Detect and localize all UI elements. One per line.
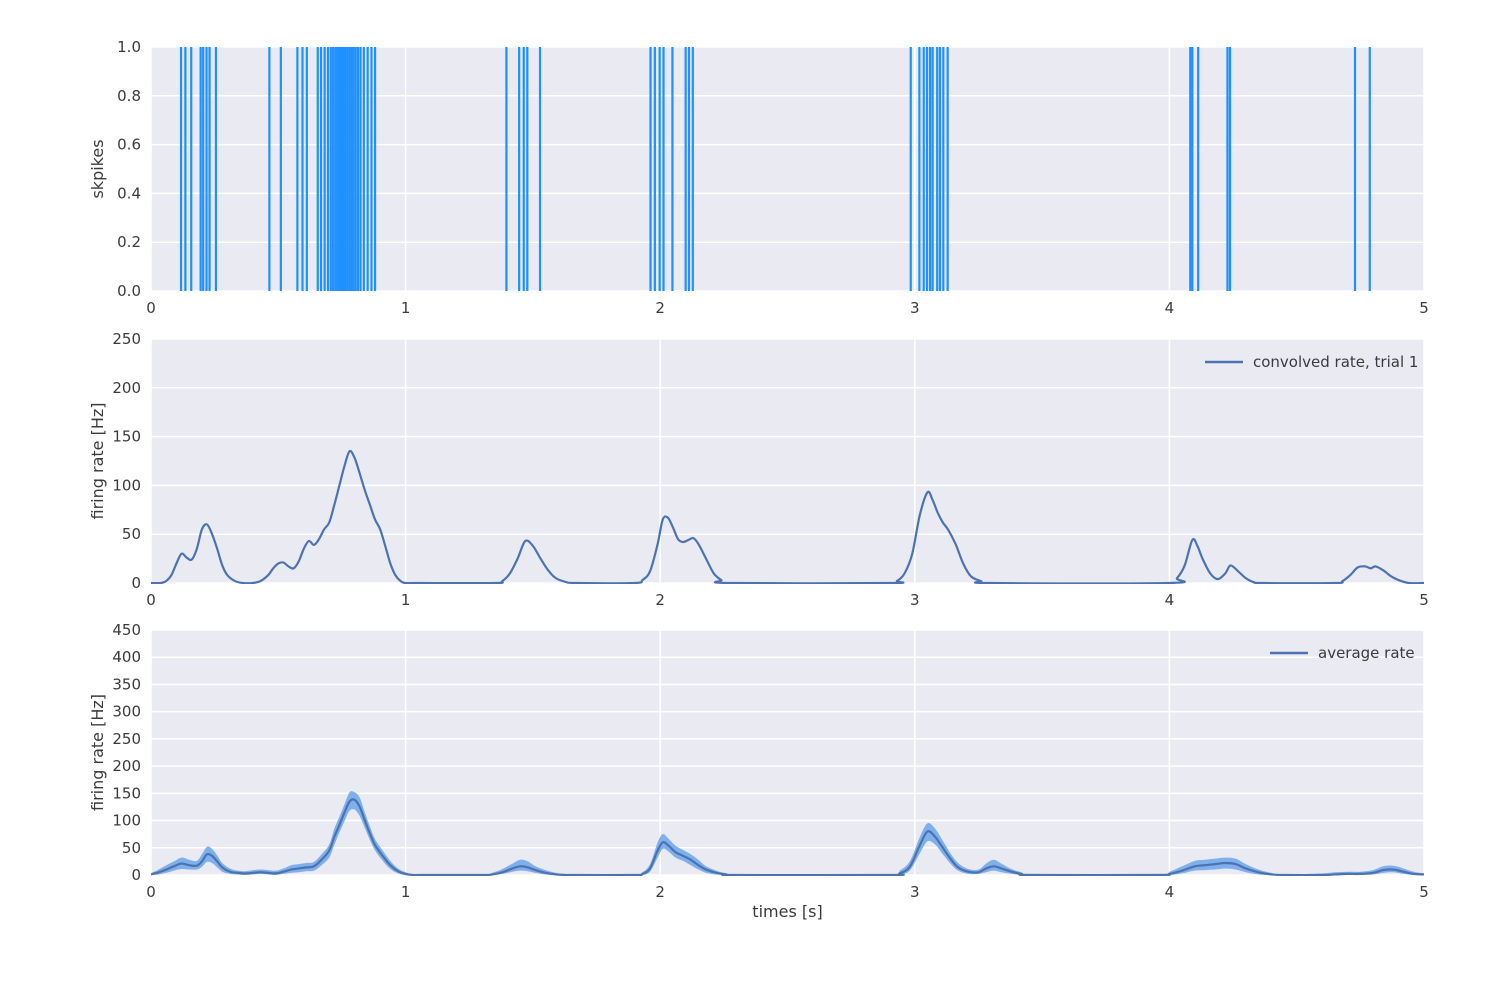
x-tick-label: 2 [655,591,665,609]
tick-labels: 0 50 100 150 200 250 0 1 2 3 4 5 [112,330,1428,609]
y-tick-label: 150 [112,428,141,446]
subplot-spike-raster: 0.0 0.2 0.4 0.6 0.8 1.0 0 1 2 3 4 5 skpikes [88,38,1429,317]
y-tick-label: 200 [112,379,141,397]
legend: average rate [1270,644,1415,662]
y-tick-label: 150 [112,784,141,802]
y-tick-label: 400 [112,648,141,666]
data-layer [179,47,1371,291]
x-tick-label: 3 [910,883,920,901]
rate-line [151,449,1424,584]
y-tick-label: 0.4 [117,184,141,202]
y-axis-label: skpikes [88,139,107,198]
legend-label: convolved rate, trial 1 [1253,353,1418,371]
x-tick-label: 0 [146,299,156,317]
x-tick-label: 0 [146,591,156,609]
y-tick-label: 100 [112,812,141,830]
x-tick-label: 4 [1165,591,1175,609]
y-tick-label: 0 [131,866,141,884]
y-tick-label: 350 [112,675,141,693]
data-layer [151,791,1424,876]
x-tick-label: 3 [910,591,920,609]
x-tick-label: 0 [146,883,156,901]
y-tick-label: 450 [112,621,141,639]
mean-line [151,798,1424,876]
tick-labels: 0 50 100 150 200 250 300 350 400 450 0 1 2 3 4 5 [112,621,1428,901]
plot-area [151,339,1424,583]
y-tick-label: 50 [122,525,141,543]
y-tick-label: 0.2 [117,233,141,251]
y-axis-label: firing rate [Hz] [88,694,107,811]
x-tick-label: 3 [910,299,920,317]
legend: convolved rate, trial 1 [1205,353,1418,371]
y-tick-label: 250 [112,730,141,748]
y-tick-label: 200 [112,757,141,775]
y-tick-label: 100 [112,476,141,494]
data-layer [151,449,1424,584]
grid [150,629,1425,876]
spike-train [179,47,1371,291]
x-axis-label: times [s] [752,902,822,921]
x-tick-label: 1 [401,883,411,901]
y-tick-label: 0.8 [117,87,141,105]
y-tick-label: 0.0 [117,282,141,300]
x-tick-label: 4 [1165,883,1175,901]
y-tick-label: 300 [112,703,141,721]
y-tick-label: 250 [112,330,141,348]
x-tick-label: 4 [1165,299,1175,317]
x-tick-label: 2 [655,883,665,901]
x-tick-label: 1 [401,591,411,609]
plot-area [151,630,1424,875]
y-axis-label: firing rate [Hz] [88,403,107,520]
subplot-average-rate: 0 50 100 150 200 250 300 350 400 450 0 1 2 3 4 5 firing … [88,621,1429,921]
x-tick-label: 1 [401,299,411,317]
y-tick-label: 0.6 [117,136,141,154]
x-tick-label: 2 [655,299,665,317]
y-tick-label: 1.0 [117,38,141,56]
x-tick-label: 5 [1419,591,1429,609]
y-tick-label: 0 [131,574,141,592]
tick-labels: 0.0 0.2 0.4 0.6 0.8 1.0 0 1 2 3 4 5 [117,38,1429,317]
x-tick-label: 5 [1419,883,1429,901]
legend-label: average rate [1318,644,1415,662]
x-tick-label: 5 [1419,299,1429,317]
subplot-convolved-rate-trial-1: 0 50 100 150 200 250 0 1 2 3 4 5 firing rate [Hz] con… [88,330,1429,609]
y-tick-label: 50 [122,839,141,857]
